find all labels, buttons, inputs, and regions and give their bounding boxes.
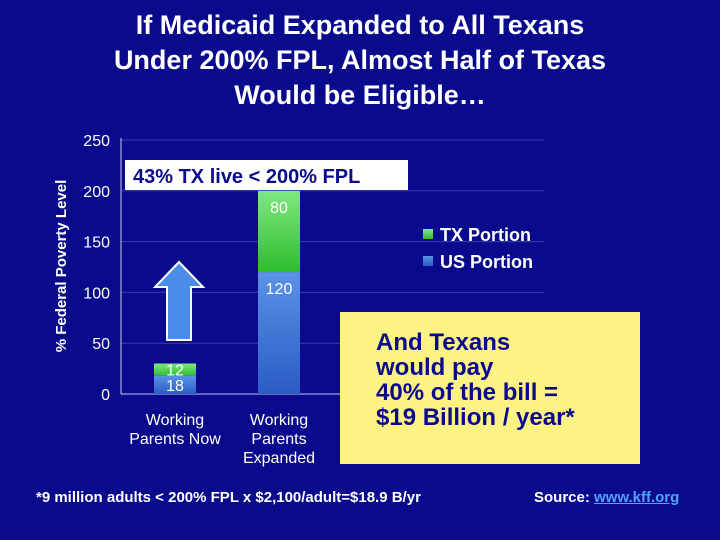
category-labels: Working Parents Now Working Parents Expanded [129,412,315,467]
bar-us-portion [258,272,300,394]
y-axis-label: % Federal Poverty Level [53,180,70,353]
annotation-text: 43% TX live < 200% FPL [133,166,360,188]
bar-us-portion [154,375,196,394]
y-tick-label: 250 [83,133,110,150]
legend-entry: TX Portion [440,225,531,245]
callout-box: And Texans would pay 40% of the bill = $… [340,312,640,464]
callout-line-3: 40% of the bill = [376,379,559,406]
category-label: Working Parents Expanded [243,412,315,467]
slide-title: If Medicaid Expanded to All Texans Under… [0,8,720,113]
title-line-3: Would be Eligible… [234,80,486,110]
legend-swatch [423,256,433,266]
source-line: Source: www.kff.org [534,489,679,506]
legend-swatch [423,229,433,239]
legend: TX Portion US Portion [423,225,533,272]
title-line-1: If Medicaid Expanded to All Texans [135,10,585,40]
annotation-box: 43% TX live < 200% FPL [125,160,408,190]
y-tick-label: 100 [83,285,110,302]
y-tick-label: 150 [83,235,110,252]
footnote: *9 million adults < 200% FPL x $2,100/ad… [36,489,421,506]
bar-tx-portion [154,363,196,376]
category-label: Working Parents Now [129,412,221,448]
bar-data-label: 80 [270,200,288,217]
legend-entry: US Portion [440,252,533,272]
callout-line-4: $19 Billion / year* [376,404,575,431]
bar-data-label: 120 [266,281,293,298]
bar-tx-portion [258,190,300,273]
y-tick-label: 50 [92,336,110,353]
source-label: Source: [534,489,595,506]
source-link[interactable]: www.kff.org [594,489,680,506]
y-tick-label: 200 [83,184,110,201]
bar-data-label: 18 [166,378,184,395]
y-tick-labels: 0 50 100 150 200 250 [83,133,110,404]
callout-line-1: And Texans [376,329,511,356]
up-arrow-icon [152,260,206,341]
bar-group [154,190,300,394]
title-line-2: Under 200% FPL, Almost Half of Texas [113,45,607,75]
bar-data-label: 12 [166,363,184,380]
callout-line-2: would pay [376,354,494,381]
y-tick-label: 0 [101,387,110,404]
